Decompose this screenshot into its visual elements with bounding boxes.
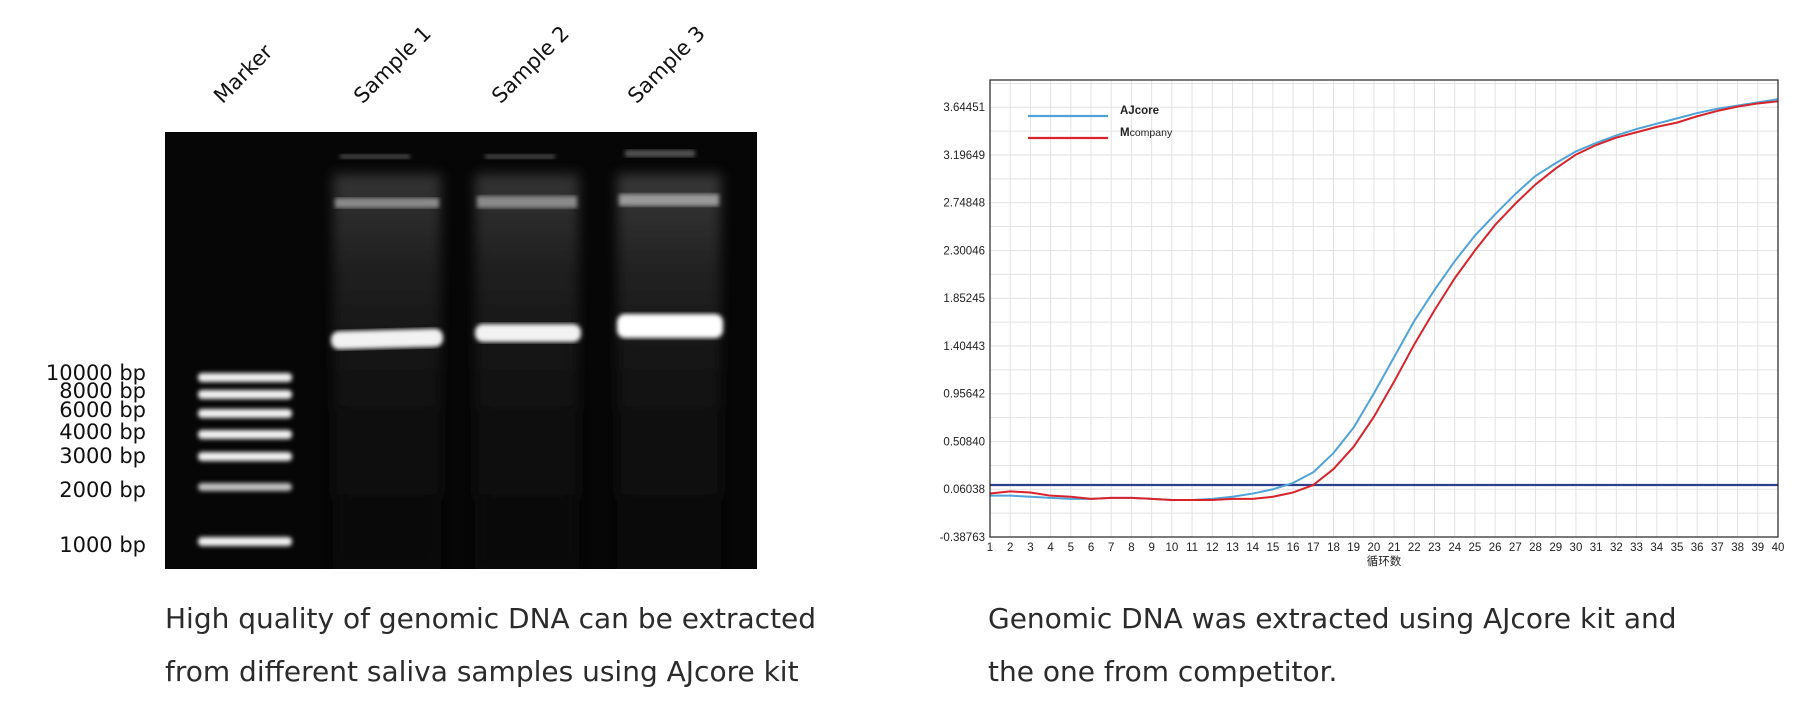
x-tick-label: 37 — [1711, 542, 1724, 554]
x-tick-label: 32 — [1610, 542, 1623, 554]
x-tick-label: 28 — [1529, 542, 1542, 554]
gel-caption-line-1: High quality of genomic DNA can be extra… — [165, 602, 817, 635]
gel-image — [165, 132, 757, 569]
lane-label-marker: Marker — [209, 39, 278, 108]
legend-label-ajcore: AJcore — [1120, 105, 1159, 117]
chart-caption-line-2: the one from competitor. — [988, 655, 1338, 688]
x-tick-label: 11 — [1186, 542, 1198, 554]
gel-caption: High quality of genomic DNA can be extra… — [165, 592, 816, 698]
x-tick-label: 15 — [1266, 542, 1279, 554]
marker-label-6000: 6000 bp — [59, 398, 146, 422]
x-tick-label: 39 — [1751, 542, 1764, 554]
x-tick-label: 12 — [1206, 542, 1219, 554]
x-tick-label: 23 — [1428, 542, 1441, 554]
lane-label-sample-2: Sample 2 — [487, 21, 574, 109]
x-tick-label: 10 — [1165, 542, 1178, 554]
x-tick-label: 38 — [1731, 542, 1744, 554]
x-tick-label: 19 — [1347, 542, 1360, 554]
x-tick-label: 8 — [1128, 542, 1134, 554]
y-tick-label: 1.85245 — [943, 293, 985, 305]
chart-legend: AJcore Mcompany — [1028, 105, 1173, 140]
legend-label-mcompany: Mcompany — [1120, 127, 1173, 139]
marker-label-2000: 2000 bp — [59, 478, 146, 502]
x-tick-label: 36 — [1691, 542, 1704, 554]
x-tick-label: 4 — [1047, 542, 1054, 554]
x-tick-label: 16 — [1287, 542, 1300, 554]
series-line-ajcore — [990, 98, 1779, 501]
y-tick-label: 3.64451 — [943, 102, 985, 114]
x-tick-label: 31 — [1590, 542, 1603, 554]
x-tick-label: 2 — [1007, 542, 1013, 554]
x-tick-label: 27 — [1509, 542, 1522, 554]
chart-caption-line-1: Genomic DNA was extracted using AJcore k… — [988, 602, 1677, 635]
x-tick-label: 5 — [1068, 542, 1074, 554]
x-tick-label: 40 — [1772, 542, 1785, 554]
x-tick-label: 1 — [987, 542, 993, 554]
x-axis-label: 循环数 — [1367, 554, 1402, 568]
x-tick-label: 33 — [1630, 542, 1643, 554]
x-tick-label: 24 — [1448, 542, 1461, 554]
marker-label-10000: 10000 bp — [45, 361, 146, 385]
y-tick-label: 3.19649 — [943, 150, 985, 162]
x-tick-label: 26 — [1489, 542, 1502, 554]
x-tick-label: 29 — [1549, 542, 1562, 554]
y-tick-label: 0.50840 — [943, 436, 985, 448]
lane-label-sample-3: Sample 3 — [623, 21, 710, 109]
chart-caption: Genomic DNA was extracted using AJcore k… — [988, 592, 1677, 698]
y-tick-label: 0.95642 — [943, 389, 985, 401]
series-line-mcompany — [989, 100, 1779, 501]
x-tick-label: 35 — [1671, 542, 1684, 554]
lane-label-sample-1: Sample 1 — [349, 21, 436, 109]
x-tick-label: 21 — [1388, 542, 1401, 554]
y-tick-label: 2.74848 — [943, 198, 985, 210]
x-tick-label: 30 — [1570, 542, 1583, 554]
x-tick-label: 17 — [1307, 542, 1320, 554]
x-tick-label: 14 — [1246, 542, 1259, 554]
marker-label-4000: 4000 bp — [59, 420, 146, 444]
y-tick-label: 0.06038 — [943, 484, 985, 496]
y-tick-label: 2.30046 — [943, 245, 985, 257]
marker-label-1000: 1000 bp — [59, 533, 146, 557]
x-tick-label: 22 — [1408, 542, 1421, 554]
y-tick-label: -0.38763 — [940, 532, 985, 544]
x-tick-label: 34 — [1650, 542, 1663, 554]
x-tick-label: 25 — [1469, 542, 1482, 554]
gel-caption-line-2: from different saliva samples using AJco… — [165, 655, 799, 688]
x-tick-label: 18 — [1327, 542, 1340, 554]
y-tick-label: 1.40443 — [943, 341, 985, 353]
x-tick-label: 7 — [1108, 542, 1114, 554]
marker-label-3000: 3000 bp — [59, 444, 146, 468]
amplification-chart: 3.64451 3.19649 2.74848 2.30046 1.85245 1.404… — [940, 79, 1785, 568]
chart-panel: 3.64451 3.19649 2.74848 2.30046 1.85245 1.404… — [900, 0, 1804, 717]
x-tick-label: 6 — [1088, 542, 1094, 554]
marker-label-8000: 8000 bp — [59, 379, 146, 403]
x-tick-label: 13 — [1226, 542, 1239, 554]
gel-panel: Marker Sample 1 Sample 2 Sample 3 — [0, 0, 900, 717]
x-tick-label: 3 — [1027, 542, 1033, 554]
x-tick-label: 9 — [1148, 542, 1154, 554]
x-tick-label: 20 — [1367, 542, 1380, 554]
